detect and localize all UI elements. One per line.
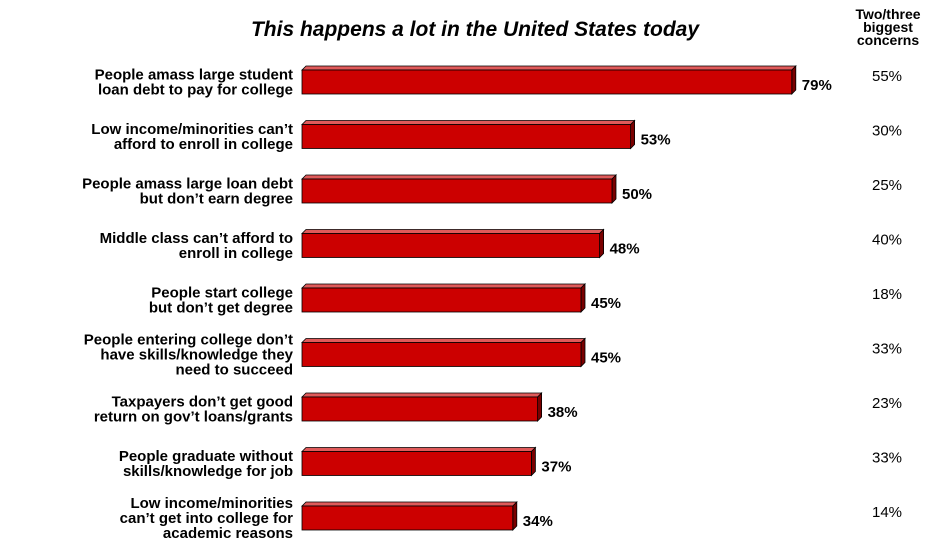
category-label: need to succeed (175, 362, 293, 379)
concern-value: 18% (872, 286, 902, 303)
concern-value: 25% (872, 177, 902, 194)
concern-value: 30% (872, 123, 902, 140)
bar-side-face (531, 448, 535, 476)
bar (302, 288, 581, 312)
bar (302, 125, 631, 149)
bar-side-face (612, 175, 616, 203)
bar (302, 70, 792, 94)
bar-top-face (302, 175, 616, 179)
bar-top-face (302, 502, 517, 506)
bar-top-face (302, 448, 535, 452)
bar-side-face (631, 121, 635, 149)
bar-side-face (600, 230, 604, 258)
bar-top-face (302, 121, 635, 125)
bar (302, 452, 531, 476)
bar-top-face (302, 393, 542, 397)
category-label: enroll in college (179, 245, 293, 262)
bar (302, 506, 513, 530)
value-label: 50% (622, 186, 652, 203)
value-label: 53% (641, 132, 671, 149)
value-label: 38% (548, 404, 578, 421)
category-label: loan debt to pay for college (98, 82, 293, 99)
value-label: 45% (591, 350, 621, 367)
value-label: 48% (610, 241, 640, 258)
concern-value: 14% (872, 504, 902, 521)
bar (302, 397, 538, 421)
bar-side-face (538, 393, 542, 421)
bar-side-face (581, 339, 585, 367)
bar-top-face (302, 339, 585, 343)
bar-side-face (513, 502, 517, 530)
bar-side-face (581, 284, 585, 312)
category-label: afford to enroll in college (114, 136, 293, 153)
concern-value: 33% (872, 450, 902, 467)
category-label: return on gov’t loans/grants (94, 409, 293, 426)
concern-value: 23% (872, 395, 902, 412)
concern-value: 55% (872, 68, 902, 85)
category-label: but don’t get degree (149, 300, 293, 317)
concern-value: 33% (872, 341, 902, 358)
bar-top-face (302, 284, 585, 288)
bar (302, 234, 600, 258)
bar-top-face (302, 230, 604, 234)
value-label: 34% (523, 513, 553, 530)
category-label: skills/knowledge for job (123, 463, 293, 480)
bar-top-face (302, 66, 796, 70)
category-label: but don’t earn degree (140, 191, 293, 208)
bar (302, 343, 581, 367)
value-label: 37% (541, 459, 571, 476)
category-label: academic reasons (163, 525, 293, 540)
bar-side-face (792, 66, 796, 94)
value-label: 79% (802, 77, 832, 94)
bar (302, 179, 612, 203)
concern-value: 40% (872, 232, 902, 249)
value-label: 45% (591, 295, 621, 312)
